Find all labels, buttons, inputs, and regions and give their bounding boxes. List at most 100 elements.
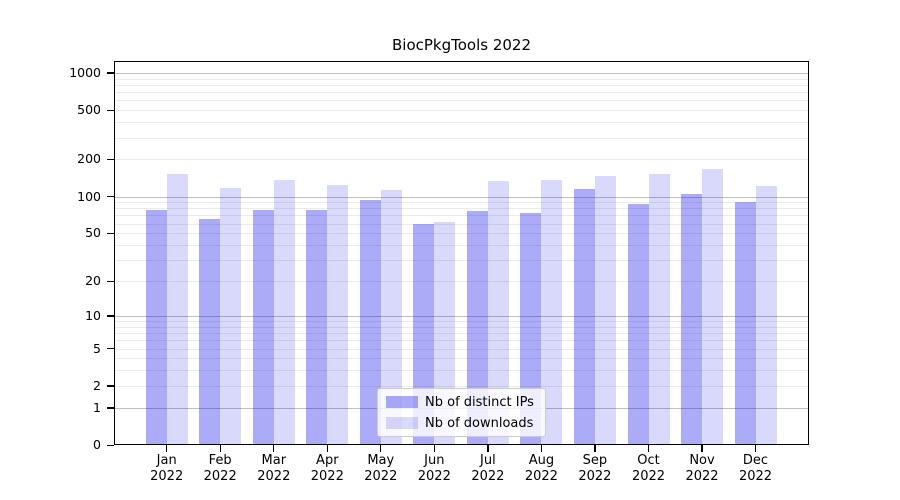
x-tick-mark	[433, 445, 435, 452]
y-tick-label-1: 1	[93, 399, 101, 415]
bar-distinct-ips-dec	[734, 201, 756, 445]
legend-swatch-downloads	[386, 417, 418, 429]
x-tick-mark	[754, 445, 757, 452]
x-tick-mark	[326, 445, 328, 452]
bar-distinct-ips-apr	[306, 209, 328, 445]
bar-downloads-oct	[648, 174, 670, 445]
bar-distinct-ips-may	[359, 199, 381, 445]
gridline-minor	[114, 358, 809, 360]
x-tick-label-jun: Jun 2022	[417, 453, 451, 484]
x-tick-label-apr: Apr 2022	[310, 453, 344, 484]
bar-downloads-feb	[220, 188, 242, 445]
gridline-minor	[114, 233, 809, 235]
y-tick-label-50: 50	[85, 225, 101, 241]
gridline-minor	[114, 110, 809, 112]
gridline-minor	[114, 122, 809, 124]
x-tick-mark	[594, 445, 596, 452]
y-tick-mark	[107, 232, 114, 235]
bar-distinct-ips-oct	[627, 203, 649, 445]
bar-distinct-ips-sep	[573, 188, 595, 445]
x-tick-mark	[380, 445, 382, 452]
legend-label-distinct-ips: Nb of distinct IPs	[425, 394, 534, 410]
x-tick-label-nov: Nov 2022	[685, 453, 719, 484]
gridline-minor	[114, 340, 809, 342]
y-tick-mark	[107, 196, 114, 198]
legend-swatch-distinct-ips	[386, 396, 418, 408]
gridline-major-10	[114, 315, 809, 317]
y-tick-label-2: 2	[93, 377, 101, 393]
gridline-minor	[114, 321, 809, 322]
y-tick-mark	[107, 72, 114, 74]
x-tick-mark	[166, 445, 168, 452]
gridline-minor	[114, 208, 809, 210]
gridline-minor	[114, 137, 809, 139]
y-tick-label-5: 5	[93, 340, 101, 356]
y-tick-label-200: 200	[77, 151, 101, 167]
x-tick-mark	[540, 445, 543, 452]
gridline-minor	[114, 245, 809, 246]
bar-distinct-ips-aug	[520, 213, 542, 445]
bar-downloads-may	[380, 190, 402, 445]
bar-distinct-ips-jan	[145, 209, 167, 445]
gridline-minor	[114, 281, 809, 282]
chart-title: BiocPkgTools 2022	[391, 36, 532, 54]
x-tick-label-mar: Mar 2022	[257, 453, 291, 484]
y-tick-label-500: 500	[77, 102, 101, 118]
legend-entry-downloads: Nb of downloads	[384, 414, 539, 432]
gridline-minor	[114, 78, 809, 80]
y-tick-label-1000: 1000	[69, 64, 101, 80]
bar-downloads-apr	[327, 185, 349, 445]
bar-distinct-ips-nov	[681, 193, 702, 445]
y-tick-mark	[107, 280, 114, 282]
x-tick-label-sep: Sep 2022	[578, 453, 612, 484]
gridline-minor	[114, 215, 809, 217]
gridline-minor	[114, 348, 809, 350]
gridline-minor	[114, 370, 809, 372]
gridline-minor	[114, 159, 809, 161]
x-tick-mark	[487, 445, 489, 452]
bar-downloads-sep	[594, 175, 616, 445]
gridline-minor	[114, 223, 809, 225]
bar-downloads-jan	[166, 173, 188, 445]
bar-downloads-mar	[273, 180, 295, 445]
bar-distinct-ips-mar	[252, 209, 274, 445]
bar-distinct-ips-jul	[466, 211, 488, 445]
gridline-minor	[114, 92, 809, 94]
x-tick-mark	[701, 445, 703, 452]
y-tick-label-0: 0	[93, 437, 101, 452]
y-tick-mark	[107, 158, 114, 161]
x-tick-label-jan: Jan 2022	[150, 453, 184, 484]
gridline-major-100	[114, 196, 809, 198]
gridline-minor	[114, 326, 809, 328]
bar-downloads-nov	[702, 169, 723, 445]
y-tick-label-20: 20	[85, 273, 101, 288]
y-tick-label-100: 100	[77, 188, 101, 204]
bar-distinct-ips-feb	[199, 218, 221, 445]
legend-label-downloads: Nb of downloads	[425, 415, 534, 431]
bar-downloads-dec	[755, 185, 777, 445]
legend: Nb of distinct IPs Nb of downloads	[377, 388, 546, 437]
y-tick-mark	[107, 315, 114, 317]
x-tick-label-jul: Jul 2022	[471, 453, 505, 484]
y-tick-mark	[107, 348, 114, 350]
y-tick-mark	[107, 385, 114, 387]
gridline-minor	[114, 84, 809, 86]
x-tick-label-may: May 2022	[364, 453, 398, 484]
gridline-minor	[114, 385, 809, 387]
gridline-minor	[114, 202, 809, 204]
gridline-minor	[114, 260, 809, 262]
legend-entry-distinct-ips: Nb of distinct IPs	[384, 393, 539, 411]
y-tick-label-10: 10	[85, 307, 101, 323]
x-tick-mark	[219, 445, 221, 452]
y-tick-mark	[107, 444, 114, 446]
bar-downloads-jul	[487, 180, 509, 445]
y-tick-mark	[107, 407, 114, 409]
x-tick-label-aug: Aug 2022	[524, 453, 558, 484]
x-tick-label-dec: Dec 2022	[738, 453, 773, 484]
x-tick-mark	[273, 445, 275, 452]
bar-downloads-aug	[541, 180, 563, 445]
gridline-major-1000	[114, 72, 809, 74]
gridline-minor	[114, 100, 809, 102]
gridline-minor	[114, 333, 809, 334]
